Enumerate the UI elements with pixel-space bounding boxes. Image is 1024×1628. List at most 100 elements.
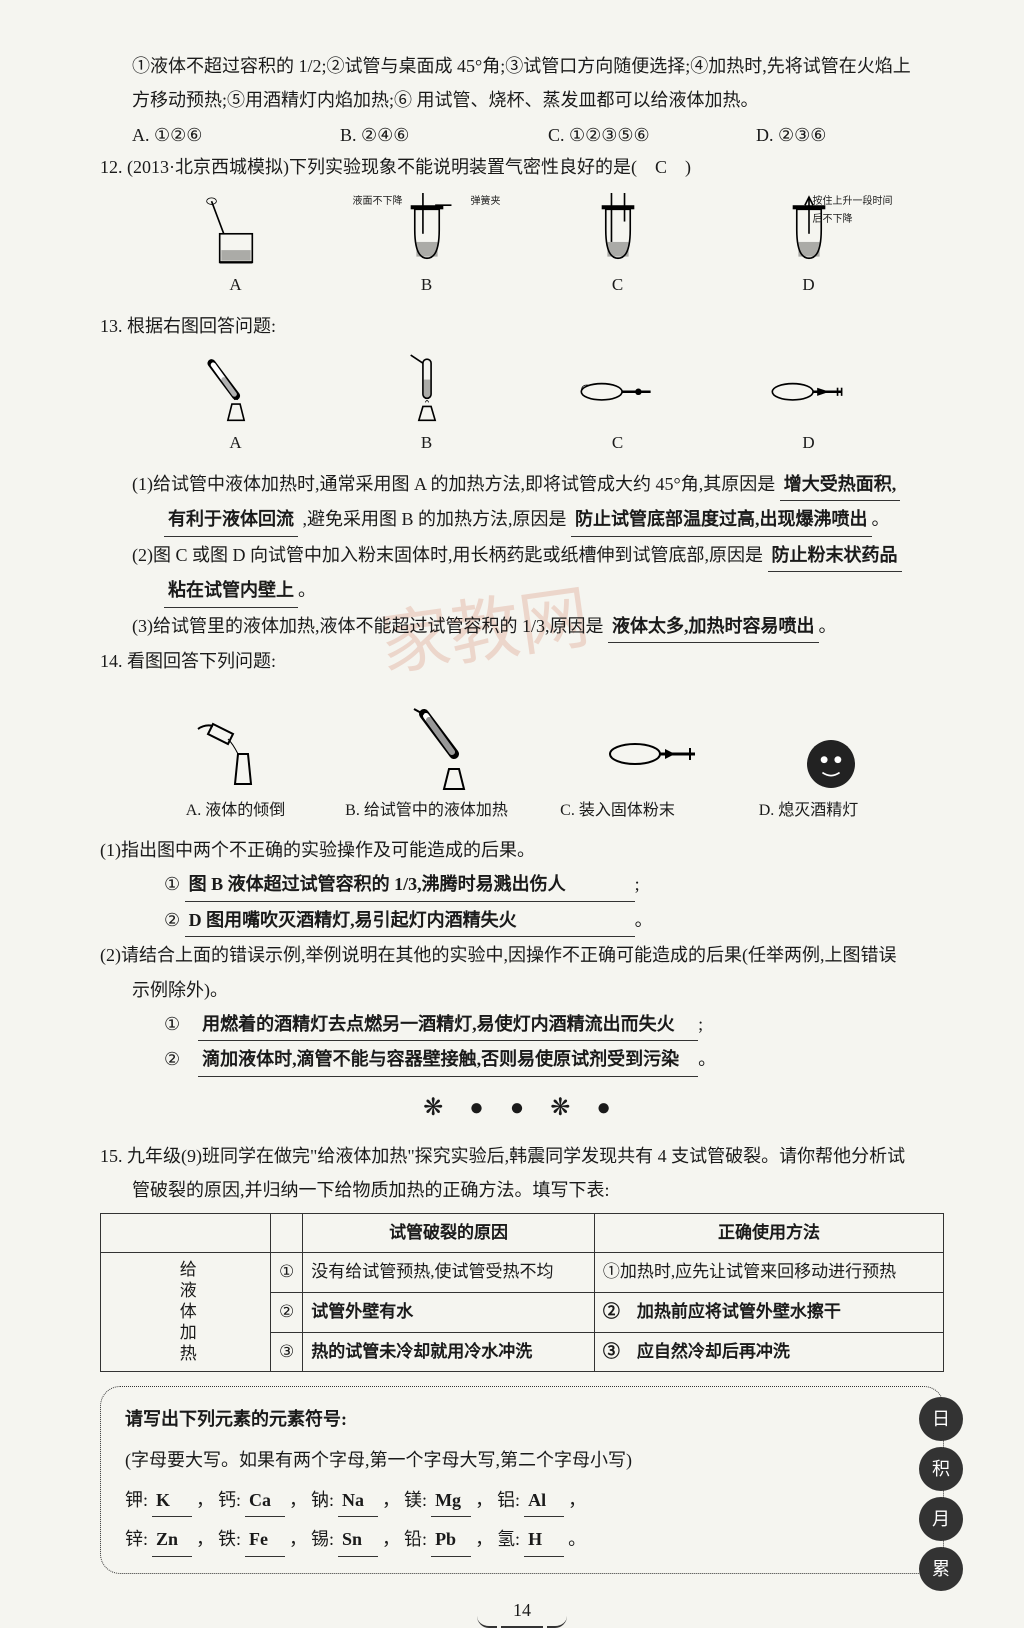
- q13-p2-ans2: 粘在试管内壁上: [164, 574, 298, 607]
- q13-diag-c: C: [543, 350, 693, 460]
- q14-diag-c: [580, 685, 730, 795]
- cell-reason: 热的试管未冷却就用冷水冲洗: [303, 1332, 595, 1372]
- q12-diag-b: 液面不下降 弹簧夹 B: [352, 192, 502, 302]
- flask-a-icon: [186, 193, 286, 266]
- elements-box: 请写出下列元素的元素符号: (字母要大写。如果有两个字母,第一个字母大写,第二个…: [100, 1386, 944, 1574]
- el-sym: Mg: [431, 1484, 471, 1517]
- side-circle: 积: [919, 1447, 963, 1491]
- el-name: 铝:: [497, 1484, 520, 1516]
- q14-diag-a: [168, 685, 318, 795]
- q12-diag-c: C: [543, 192, 693, 302]
- q14-p2-1-ans: 用燃着的酒精灯去点燃另一酒精灯,易使灯内酒精流出而失火: [198, 1008, 698, 1041]
- q13-diag-d: D: [734, 350, 884, 460]
- q14-p2-stem2: 示例除外)。: [100, 974, 944, 1006]
- q14-p2-2: ② 滴加液体时,滴管不能与容器壁接触,否则易使原试剂受到污染。: [100, 1043, 944, 1076]
- side-circles: 日 积 月 累: [919, 1397, 963, 1591]
- q15-table: 试管破裂的原因 正确使用方法 给液体加热 ① 没有给试管预热,使试管受热不均 ①…: [100, 1213, 944, 1372]
- el-sym: Ca: [245, 1484, 285, 1517]
- q13-part2b: 粘在试管内壁上。: [100, 574, 944, 607]
- elements-row2: 锌:Zn， 铁:Fe， 锡:Sn， 铅:Pb， 氢:H。: [125, 1523, 919, 1556]
- q15-stem2: 管破裂的原因,并归纳一下给物质加热的正确方法。填写下表:: [100, 1174, 944, 1206]
- el-sym: Pb: [431, 1523, 471, 1556]
- q13-p1-ans1: 增大受热面积,: [780, 468, 901, 501]
- cell-num: ②: [270, 1292, 302, 1332]
- side-circle: 累: [919, 1547, 963, 1591]
- q13-part1b: 有利于液体回流 ,避免采用图 B 的加热方法,原因是 防止试管底部温度过高,出现…: [100, 503, 944, 536]
- q14-captions: A. 液体的倾倒 B. 给试管中的液体加热 C. 装入固体粉末 D. 熄灭酒精灯: [100, 797, 944, 826]
- opt-c: C. ①②③⑤⑥: [548, 119, 736, 151]
- el-name: 钙:: [218, 1484, 241, 1516]
- q14-cap-b: B. 给试管中的液体加热: [331, 797, 522, 826]
- elements-hint: (字母要大写。如果有两个字母,第一个字母大写,第二个字母小写): [125, 1444, 919, 1476]
- cell-num: ①: [270, 1253, 302, 1293]
- opt-a: A. ①②⑥: [132, 119, 320, 151]
- el-name: 镁:: [404, 1484, 427, 1516]
- q13-p1-mid2: ,避免采用图 B 的加热方法,原因是: [303, 509, 567, 529]
- cell-reason: 没有给试管预热,使试管受热不均: [303, 1253, 595, 1293]
- q11-options: A. ①②⑥ B. ②④⑥ C. ①②③⑤⑥ D. ②③⑥: [100, 119, 944, 151]
- el-name: 铅:: [404, 1523, 427, 1555]
- q12-label-b: B: [421, 270, 432, 301]
- q12-stem: 12. (2013·北京西城模拟)下列实验现象不能说明装置气密性良好的是( C …: [100, 151, 944, 183]
- circ2: ②: [164, 910, 180, 930]
- table-row: 给液体加热 ① 没有给试管预热,使试管受热不均 ①加热时,应先让试管来回移动进行…: [101, 1253, 944, 1293]
- q14-diagrams: [100, 685, 944, 795]
- circ1: ①: [164, 874, 180, 894]
- el-sym: Na: [338, 1484, 378, 1517]
- tube-a-icon: [186, 351, 286, 424]
- opt-d: D. ②③⑥: [756, 119, 944, 151]
- q14-diag-b: [374, 685, 524, 795]
- q13-p2-ans: 防止粉末状药品: [768, 539, 902, 572]
- q12-label-a: A: [229, 270, 241, 301]
- q12-small3: 按住上升一段时间后不下降: [813, 193, 893, 229]
- side-circle: 日: [919, 1397, 963, 1441]
- dots-divider: ❋ ● ● ❋ ●: [100, 1087, 944, 1130]
- q13-p1-mid: 有利于液体回流: [164, 503, 298, 536]
- el-name: 氢:: [497, 1523, 520, 1555]
- heat-icon: [399, 704, 499, 794]
- q14-cap-d: D. 熄灭酒精灯: [713, 797, 904, 826]
- th-reason: 试管破裂的原因: [303, 1213, 595, 1253]
- el-name: 锌:: [125, 1523, 148, 1555]
- q13-label-c: C: [612, 428, 623, 459]
- tube-c-icon: [568, 351, 668, 424]
- opt-b: B. ②④⑥: [340, 119, 528, 151]
- elements-title: 请写出下列元素的元素符号:: [125, 1403, 919, 1435]
- q14-p1-stem: (1)指出图中两个不正确的实验操作及可能造成的后果。: [100, 834, 944, 866]
- tube-d-icon: [759, 351, 859, 424]
- q15-stem: 15. 九年级(9)班同学在做完"给液体加热"探究实验后,韩震同学发现共有 4 …: [100, 1140, 944, 1172]
- q13-p3-pre: (3)给试管里的液体加热,液体不能超过试管容积的 1/3,原因是: [132, 616, 604, 636]
- side-circle: 月: [919, 1497, 963, 1541]
- q12-diagrams: A 液面不下降 弹簧夹 B C 按住上升一段: [100, 192, 944, 302]
- el-name: 铁:: [218, 1523, 241, 1555]
- powder-icon: [605, 704, 705, 794]
- q14-p1-2: ② D 图用嘴吹灭酒精灯,易引起灯内酒精失火。: [100, 904, 944, 937]
- q14-diag-d: [786, 685, 876, 795]
- q13-p2-pre: (2)图 C 或图 D 向试管中加入粉末固体时,用长柄药匙或纸槽伸到试管底部,原…: [132, 545, 763, 565]
- el-name: 钠:: [311, 1484, 334, 1516]
- q12-diag-a: A: [161, 192, 311, 302]
- elements-row1: 钾:K， 钙:Ca， 钠:Na， 镁:Mg， 铝:Al，: [125, 1484, 919, 1517]
- cell-num: ③: [270, 1332, 302, 1372]
- q13-label-d: D: [802, 428, 814, 459]
- page-number: 14: [501, 1594, 543, 1628]
- q12-small1: 液面不下降: [353, 193, 403, 211]
- face-icon: [801, 734, 861, 794]
- q13-diagrams: A B C: [100, 350, 944, 460]
- q13-part1: (1)给试管中液体加热时,通常采用图 A 的加热方法,即将试管成大约 45°角,…: [100, 468, 944, 501]
- el-sym: Al: [524, 1484, 564, 1517]
- el-name: 钾:: [125, 1484, 148, 1516]
- cell-method: ③ 应自然冷却后再冲洗: [594, 1332, 943, 1372]
- q14-p1-2-ans: D 图用嘴吹灭酒精灯,易引起灯内酒精失火: [185, 904, 635, 937]
- q13-p1-ans2: 防止试管底部温度过高,出现爆沸喷出: [571, 503, 872, 536]
- table-header-row: 试管破裂的原因 正确使用方法: [101, 1213, 944, 1253]
- q14-p2-stem: (2)请结合上面的错误示例,举例说明在其他的实验中,因操作不正确可能造成的后果(…: [100, 939, 944, 971]
- q13-diag-b: B: [352, 350, 502, 460]
- q13-stem: 13. 根据右图回答问题:: [100, 310, 944, 342]
- flask-c-icon: [568, 193, 668, 266]
- q14-p1-1-ans: 图 B 液体超过试管容积的 1/3,沸腾时易溅出伤人: [185, 868, 635, 901]
- rowspan-label: 给液体加热: [101, 1253, 271, 1372]
- th-method: 正确使用方法: [594, 1213, 943, 1253]
- q14-cap-c: C. 装入固体粉末: [522, 797, 713, 826]
- q12-label-d: D: [802, 270, 814, 301]
